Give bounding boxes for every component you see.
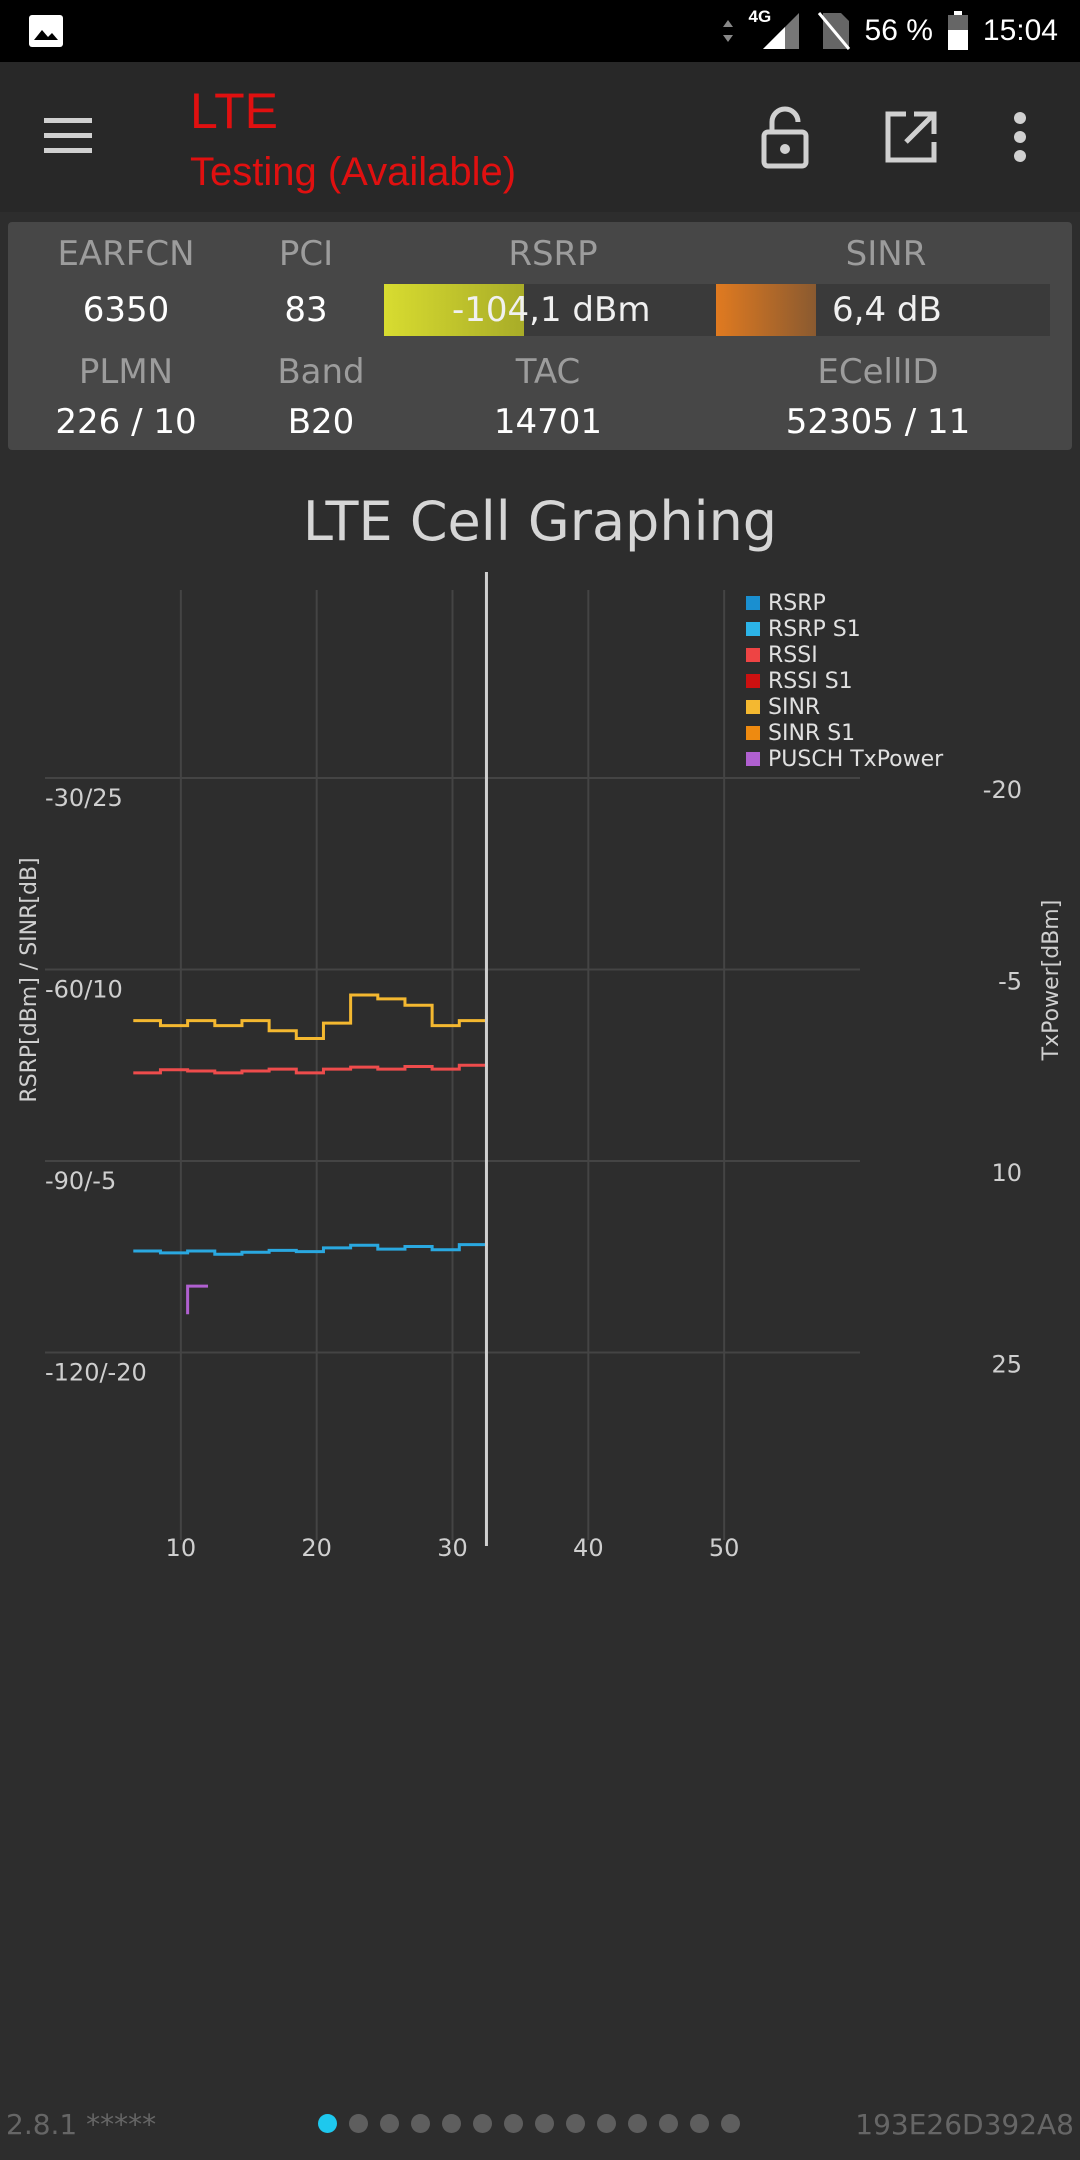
- page-dot[interactable]: [318, 2114, 337, 2133]
- legend-label: RSRP S1: [768, 617, 861, 642]
- lock-open-icon[interactable]: [750, 102, 820, 172]
- earfcn-value: 6350: [82, 290, 170, 330]
- plmn-value: 226 / 10: [55, 402, 197, 442]
- lte-cell-graph[interactable]: 10 20 30 40 50 -30/25 -60/10 -90/-5 -120/-20 -20 -…: [0, 560, 1080, 1560]
- legend-swatch: [746, 726, 760, 740]
- sinr-level-bar: 6,4 dB: [716, 284, 1050, 336]
- legend-label: PUSCH TxPower: [768, 747, 944, 772]
- legend-swatch: [746, 674, 760, 688]
- tac-value: 14701: [493, 402, 603, 442]
- sinr-label: SINR: [845, 234, 927, 274]
- page-dot[interactable]: [504, 2114, 523, 2133]
- series-rssi: [133, 1063, 488, 1075]
- rsrp-label: RSRP: [508, 234, 598, 274]
- legend-label: SINR: [768, 695, 820, 720]
- device-id: 193E26D392A8: [855, 2108, 1074, 2141]
- cell-info-panel: EARFCN PCI RSRP SINR 6350 83 -104,1 dBm …: [8, 222, 1072, 450]
- ecellid-label: ECellID: [817, 352, 939, 392]
- y-right-tick-label: -5: [998, 968, 1022, 996]
- app-title: LTE: [190, 83, 278, 139]
- x-tick-label: 20: [301, 1534, 332, 1560]
- y-right-axis-label: TxPower[dBm]: [1039, 900, 1064, 1062]
- legend-swatch: [746, 622, 760, 636]
- rsrp-value: -104,1 dBm: [452, 290, 651, 330]
- no-sim-icon: [817, 12, 850, 50]
- menu-icon[interactable]: [40, 114, 96, 158]
- open-external-icon[interactable]: [876, 102, 946, 172]
- x-tick-label: 50: [709, 1534, 740, 1560]
- y-left-tick-label: -120/-20: [45, 1359, 147, 1387]
- chart-title: LTE Cell Graphing: [302, 490, 778, 553]
- band-label: Band: [277, 352, 365, 392]
- status-icons: 4G 56 % 15:04: [721, 0, 1058, 62]
- pci-value: 83: [284, 290, 328, 330]
- page-dot[interactable]: [473, 2114, 492, 2133]
- page-dot[interactable]: [380, 2114, 399, 2133]
- legend-swatch: [746, 596, 760, 610]
- battery-icon: [947, 11, 968, 50]
- legend-label: RSRP: [768, 591, 826, 616]
- tac-label: TAC: [515, 352, 581, 392]
- legend-swatch: [746, 700, 760, 714]
- page-dot[interactable]: [690, 2114, 709, 2133]
- x-tick-label: 10: [166, 1534, 197, 1560]
- pci-label: PCI: [278, 234, 334, 274]
- x-tick-label: 40: [573, 1534, 604, 1560]
- y-right-tick-label: 25: [991, 1351, 1022, 1379]
- signal-indicator: 4G: [748, 7, 803, 53]
- earfcn-label: EARFCN: [57, 234, 195, 274]
- legend-swatch: [746, 752, 760, 766]
- series-sinr: [133, 993, 488, 1040]
- page-dot[interactable]: [566, 2114, 585, 2133]
- page-dot[interactable]: [535, 2114, 554, 2133]
- page-dot[interactable]: [659, 2114, 678, 2133]
- series-rsrp: [133, 1242, 488, 1256]
- gallery-icon: [29, 15, 63, 47]
- more-vert-icon[interactable]: [1000, 102, 1040, 172]
- band-value: B20: [287, 402, 355, 442]
- legend-label: SINR S1: [768, 721, 855, 746]
- legend-label: RSSI: [768, 643, 818, 668]
- page-dot[interactable]: [628, 2114, 647, 2133]
- page-dot[interactable]: [411, 2114, 430, 2133]
- page-dot[interactable]: [349, 2114, 368, 2133]
- rsrp-level-bar: -104,1 dBm: [384, 284, 718, 336]
- page-indicator[interactable]: [318, 2114, 740, 2133]
- y-right-tick-label: 10: [991, 1159, 1022, 1187]
- y-left-axis-label: RSRP[dBm] / SINR[dB]: [17, 857, 42, 1102]
- page-dot[interactable]: [721, 2114, 740, 2133]
- series-pusch-txpower: [186, 1284, 208, 1315]
- status-bar: 4G 56 % 15:04: [0, 0, 1080, 62]
- page-dot[interactable]: [442, 2114, 461, 2133]
- y-right-tick-label: -20: [983, 776, 1022, 804]
- x-tick-label: 30: [437, 1534, 468, 1560]
- page-dot[interactable]: [597, 2114, 616, 2133]
- app-subtitle: Testing (Available): [190, 150, 517, 194]
- y-left-tick-label: -30/25: [45, 784, 123, 812]
- battery-percent: 56 %: [864, 14, 933, 47]
- legend-label: RSSI S1: [768, 669, 853, 694]
- network-type: 4G: [748, 7, 772, 26]
- signal-icon: [762, 13, 799, 49]
- app-toolbar: LTE Testing (Available): [0, 62, 1080, 212]
- sinr-value: 6,4 dB: [832, 290, 942, 330]
- rsrp-level-fill: [384, 284, 525, 336]
- clock: 15:04: [982, 14, 1058, 47]
- sinr-level-fill: [716, 284, 817, 336]
- ecellid-value: 52305 / 11: [785, 402, 971, 442]
- y-left-tick-label: -60/10: [45, 976, 123, 1004]
- data-arrows-icon: [722, 20, 733, 42]
- app-version: 2.8.1 *****: [6, 2108, 157, 2141]
- legend-swatch: [746, 648, 760, 662]
- plmn-label: PLMN: [78, 352, 174, 392]
- y-left-tick-label: -90/-5: [45, 1167, 116, 1195]
